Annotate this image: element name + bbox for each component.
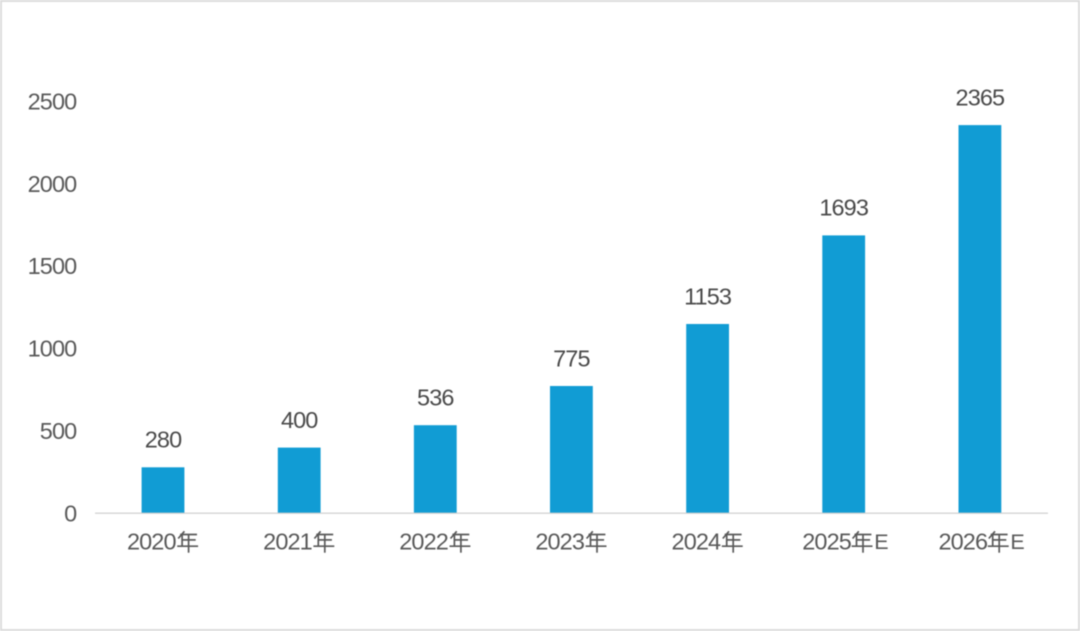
svg-text:500: 500 xyxy=(40,418,77,444)
svg-text:2023: 2023 xyxy=(535,528,585,554)
svg-text:2000: 2000 xyxy=(28,171,78,197)
svg-text:2020: 2020 xyxy=(127,528,177,554)
svg-text:1500: 1500 xyxy=(28,253,78,279)
svg-text:2500: 2500 xyxy=(28,89,78,115)
svg-text:E: E xyxy=(874,530,888,554)
svg-text:0: 0 xyxy=(64,500,77,526)
svg-text:2365: 2365 xyxy=(956,84,1006,110)
svg-text:1000: 1000 xyxy=(28,336,78,362)
svg-text:400: 400 xyxy=(281,407,318,433)
svg-text:2024: 2024 xyxy=(672,528,722,554)
svg-text:1153: 1153 xyxy=(684,283,732,309)
svg-text:1693: 1693 xyxy=(819,195,869,221)
svg-text:775: 775 xyxy=(553,345,590,371)
svg-text:2021: 2021 xyxy=(263,528,312,554)
svg-text:E: E xyxy=(1010,530,1024,554)
svg-text:2025: 2025 xyxy=(802,528,852,554)
svg-text:2022: 2022 xyxy=(399,528,448,554)
svg-text:280: 280 xyxy=(145,427,182,453)
svg-text:536: 536 xyxy=(417,385,454,411)
svg-text:2026: 2026 xyxy=(938,528,988,554)
